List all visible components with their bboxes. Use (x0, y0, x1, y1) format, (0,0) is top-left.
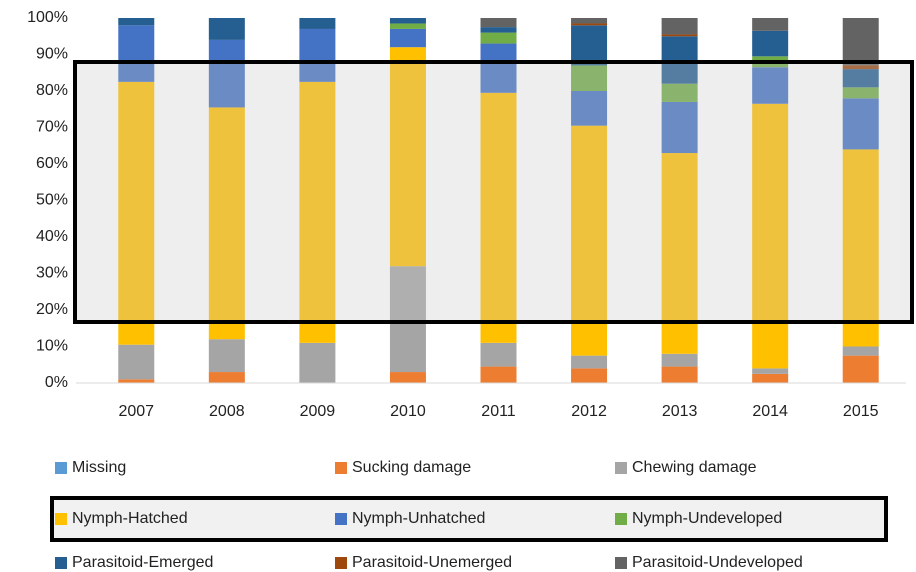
bar-segment (118, 18, 155, 26)
legend-swatch (335, 557, 347, 569)
x-tick-label: 2014 (752, 403, 788, 420)
y-tick-label: 100% (27, 9, 68, 26)
y-tick-label: 30% (36, 265, 68, 282)
bar-segment (299, 18, 336, 29)
legend-swatch (335, 513, 347, 525)
legend-label: Nymph-Unhatched (352, 510, 485, 527)
bar-segment (842, 18, 879, 66)
x-tick-label: 2011 (481, 403, 516, 420)
bar-segment (661, 36, 698, 84)
bar-segment (208, 107, 245, 340)
legend-swatch (615, 513, 627, 525)
legend-label: Nymph-Hatched (72, 510, 188, 527)
bar-segment (118, 379, 155, 383)
bar-segment (389, 372, 426, 383)
legend-swatch (615, 557, 627, 569)
bar-segment (480, 366, 517, 383)
legend-swatch (615, 462, 627, 474)
y-tick-label: 10% (36, 338, 68, 355)
bar-segment (389, 47, 426, 267)
bar-segment (480, 27, 517, 33)
x-tick-label: 2009 (300, 403, 336, 420)
legend-swatch (335, 462, 347, 474)
bar-segment (842, 87, 879, 99)
y-tick-label: 60% (36, 155, 68, 172)
bar-segment (571, 23, 608, 26)
bar-segment (661, 18, 698, 35)
y-tick-label: 90% (36, 46, 68, 63)
legend-label: Nymph-Undeveloped (632, 510, 782, 527)
bar-segment (118, 344, 155, 380)
bar-segment (480, 32, 517, 44)
y-tick-label: 0% (45, 374, 68, 391)
bar-segment (208, 18, 245, 40)
bar-segment (661, 34, 698, 37)
y-tick-label: 80% (36, 82, 68, 99)
bar-segment (118, 25, 155, 82)
bar-segment (118, 81, 155, 345)
bar-segment (480, 92, 517, 343)
bar-segment (389, 18, 426, 24)
bar-segment (571, 65, 608, 91)
bar-segment (571, 355, 608, 369)
bar-segment (842, 346, 879, 356)
legend-label: Missing (72, 459, 126, 476)
legend-label: Parasitoid-Unemerged (352, 554, 512, 571)
bar-segment (299, 28, 336, 82)
bar-segment (842, 69, 879, 88)
bar-segment (752, 18, 789, 31)
bar-segment (661, 353, 698, 367)
x-tick-label: 2013 (662, 403, 698, 420)
legend-highlight-box (50, 496, 888, 542)
bar-segment (299, 81, 336, 343)
bar-segment (571, 18, 608, 24)
x-tick-label: 2015 (843, 403, 879, 420)
bar-segment (208, 339, 245, 373)
bar-segment (842, 65, 879, 70)
y-tick-label: 20% (36, 301, 68, 318)
bar-segment (752, 373, 789, 383)
bar-segment (389, 266, 426, 373)
bar-segment (299, 342, 336, 383)
bar-segment (571, 368, 608, 383)
y-tick-label: 70% (36, 119, 68, 136)
bar-segment (389, 28, 426, 48)
x-tick-label: 2008 (209, 403, 245, 420)
bar-segment (842, 355, 879, 383)
bar-segment (571, 25, 608, 66)
legend-label: Chewing damage (632, 459, 757, 476)
bar-segment (571, 125, 608, 356)
x-tick-label: 2007 (118, 403, 154, 420)
bar-segment (752, 103, 789, 369)
bar-segment (752, 368, 789, 374)
bar-segment (480, 342, 517, 367)
bar-segment (480, 43, 517, 93)
legend-label: Parasitoid-Undeveloped (632, 554, 803, 571)
bar-segment (480, 18, 517, 28)
highlight-box (73, 60, 914, 324)
bar-segment (752, 67, 789, 104)
bar-segment (208, 372, 245, 383)
x-tick-label: 2012 (571, 403, 607, 420)
bar-segment (661, 366, 698, 383)
bar-segment (389, 23, 426, 29)
legend-swatch (55, 462, 67, 474)
legend-label: Sucking damage (352, 459, 471, 476)
bar-segment (208, 39, 245, 108)
legend-label: Parasitoid-Emerged (72, 554, 213, 571)
y-tick-label: 40% (36, 228, 68, 245)
legend-swatch (55, 513, 67, 525)
bar-segment (752, 30, 789, 57)
bar-segment (571, 91, 608, 126)
bar-segment (661, 83, 698, 102)
bar-segment (661, 101, 698, 154)
y-tick-label: 50% (36, 192, 68, 209)
legend-swatch (55, 557, 67, 569)
bar-segment (842, 98, 879, 150)
bar-segment (842, 149, 879, 347)
x-tick-label: 2010 (390, 403, 426, 420)
